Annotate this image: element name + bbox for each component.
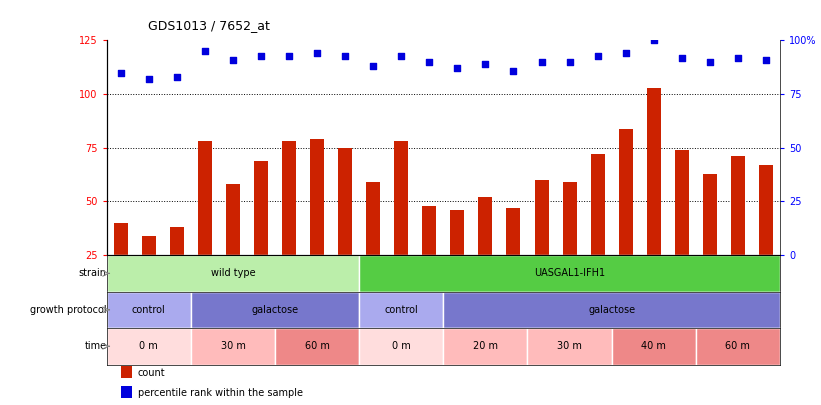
Text: wild type: wild type [211,269,255,278]
Point [338,52,351,59]
Text: galactose: galactose [588,305,635,315]
Text: strain: strain [79,269,107,278]
Point [255,52,268,59]
Point [591,52,604,59]
Point [479,61,492,67]
Bar [360,292,443,328]
Bar [360,255,780,292]
Text: UASGAL1-IFH1: UASGAL1-IFH1 [534,269,605,278]
Text: 20 m: 20 m [473,341,498,351]
Point [310,50,323,57]
Bar [360,328,443,364]
Point [114,70,127,76]
Bar [394,141,408,309]
Bar [562,182,576,309]
Bar [114,223,128,309]
Point [423,59,436,65]
Point [170,74,183,80]
Bar [443,328,528,364]
Text: time: time [85,341,107,351]
Bar [107,328,190,364]
Bar [528,328,612,364]
Bar [190,328,275,364]
Point [395,52,408,59]
Bar [190,292,360,328]
Text: 0 m: 0 m [392,341,410,351]
Point [142,76,155,82]
Point [759,57,773,63]
Bar [696,328,780,364]
Bar [759,165,773,309]
Bar [310,139,324,309]
Text: 60 m: 60 m [305,341,329,351]
Bar [121,366,132,378]
Point [227,57,240,63]
Bar [612,328,695,364]
Bar [254,161,268,309]
Bar [275,328,360,364]
Text: GDS1013 / 7652_at: GDS1013 / 7652_at [148,19,269,32]
Point [507,67,520,74]
Bar [507,208,521,309]
Point [199,48,212,54]
Text: growth protocol: growth protocol [30,305,107,315]
Bar [647,88,661,309]
Text: 60 m: 60 m [726,341,750,351]
Bar [479,197,493,309]
Bar [107,255,360,292]
Bar [675,150,689,309]
Point [563,59,576,65]
Bar [590,154,604,309]
Bar [731,156,745,309]
Bar [198,141,212,309]
Bar [121,386,132,398]
Point [451,65,464,72]
Bar [142,236,156,309]
Point [282,52,296,59]
Bar [619,128,633,309]
Bar [170,227,184,309]
Bar [451,210,465,309]
Text: 30 m: 30 m [221,341,245,351]
Point [704,59,717,65]
Bar [443,292,780,328]
Bar [107,292,190,328]
Bar [422,206,436,309]
Text: galactose: galactose [251,305,299,315]
Bar [366,182,380,309]
Point [367,63,380,70]
Point [732,54,745,61]
Text: count: count [138,368,165,377]
Bar [534,180,548,309]
Bar [703,174,717,309]
Text: 40 m: 40 m [641,341,666,351]
Bar [338,148,352,309]
Point [619,50,632,57]
Text: control: control [384,305,418,315]
Bar [226,184,240,309]
Text: control: control [132,305,166,315]
Point [675,54,688,61]
Text: 30 m: 30 m [557,341,582,351]
Text: 0 m: 0 m [140,341,158,351]
Point [647,37,660,44]
Text: percentile rank within the sample: percentile rank within the sample [138,388,303,398]
Bar [282,141,296,309]
Point [535,59,548,65]
